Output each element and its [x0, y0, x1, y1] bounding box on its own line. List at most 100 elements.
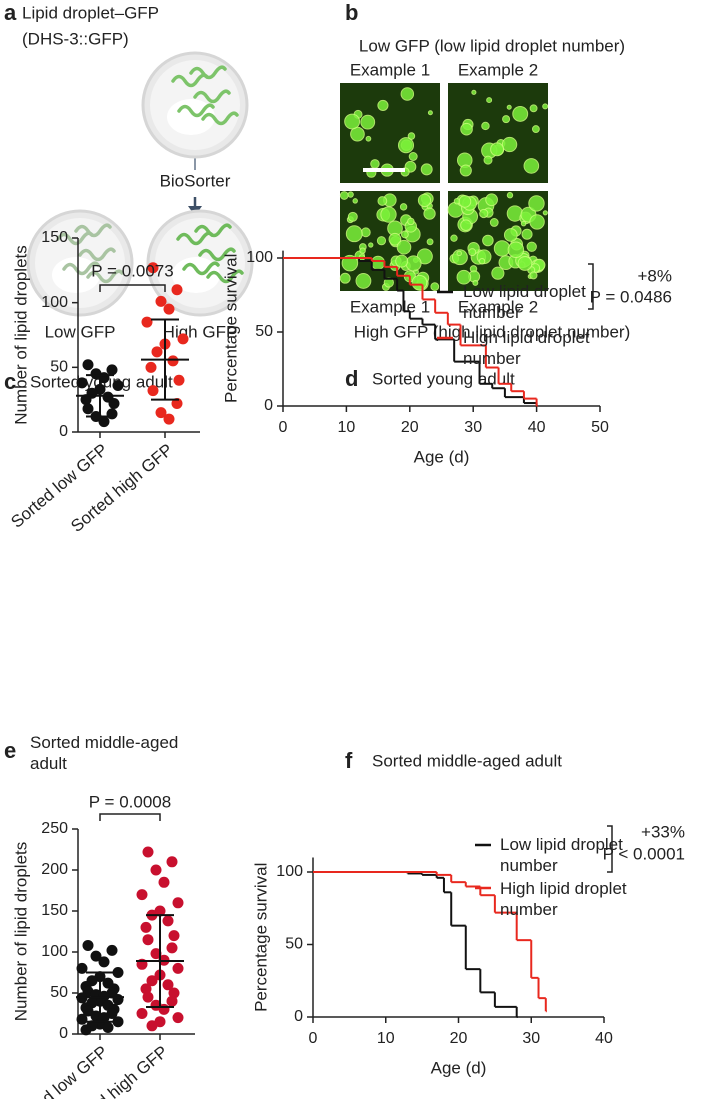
- worm: [62, 261, 100, 276]
- x-tick-label: 0: [309, 1030, 318, 1047]
- data-point: [168, 987, 180, 999]
- y-tick-label: 150: [41, 229, 68, 246]
- droplet: [460, 122, 473, 136]
- worm: [56, 231, 94, 246]
- droplet: [380, 206, 397, 223]
- data-point: [112, 967, 124, 978]
- worm: [78, 247, 116, 262]
- worm: [206, 269, 244, 284]
- data-point: [166, 995, 178, 1007]
- droplet: [400, 87, 415, 101]
- effect-size: +8%: [638, 266, 673, 285]
- droplet: [472, 279, 479, 286]
- y-tick-label: 50: [50, 984, 68, 1001]
- droplet: [531, 125, 540, 133]
- data-point: [147, 262, 159, 274]
- droplet: [458, 195, 472, 208]
- y-tick-label: 100: [246, 249, 273, 266]
- y-axis-label: Number of lipid droplets: [11, 842, 30, 1022]
- significance-bracket: [607, 825, 613, 873]
- droplet: [347, 191, 354, 198]
- outcome-label: Low GFP: [45, 322, 116, 341]
- panel-label: f: [345, 748, 353, 773]
- data-point: [106, 364, 118, 376]
- worm: [176, 231, 214, 246]
- droplet: [490, 142, 505, 157]
- data-point: [141, 316, 153, 328]
- data-point: [147, 385, 159, 397]
- x-tick-label: 30: [522, 1030, 540, 1047]
- y-axis-label: Percentage survival: [221, 254, 240, 403]
- data-point: [142, 934, 154, 946]
- droplet: [482, 234, 494, 247]
- droplet: [411, 274, 428, 291]
- droplet: [399, 203, 408, 211]
- data-point: [82, 1005, 94, 1017]
- data-point: [171, 284, 183, 296]
- droplet: [396, 239, 412, 255]
- significance-bracket: [99, 284, 166, 292]
- droplet: [542, 103, 549, 110]
- droplet: [491, 266, 505, 280]
- data-point: [162, 979, 174, 991]
- droplet: [502, 115, 511, 124]
- droplet: [456, 269, 472, 285]
- image-label: Example 2: [458, 297, 538, 316]
- droplet: [493, 240, 511, 257]
- droplet: [339, 272, 351, 284]
- x-axis-label: Age (d): [414, 447, 470, 466]
- effect-size: +33%: [641, 822, 685, 841]
- droplet: [365, 135, 372, 142]
- data-point: [150, 864, 162, 876]
- droplet: [483, 155, 493, 165]
- worm: [182, 261, 220, 276]
- x-tick-label: 20: [401, 419, 419, 436]
- droplet: [405, 255, 422, 272]
- x-tick-label: 40: [528, 419, 546, 436]
- panel-label: a: [4, 0, 17, 25]
- droplet: [451, 249, 468, 266]
- panel-title: (DHS-3::GFP): [22, 29, 129, 48]
- worm: [189, 65, 227, 80]
- droplet: [360, 114, 376, 130]
- droplet: [501, 136, 518, 153]
- data-point: [172, 1012, 184, 1024]
- panel-label: d: [345, 366, 358, 391]
- data-point: [140, 983, 152, 995]
- data-point: [155, 407, 167, 419]
- worm: [193, 89, 231, 104]
- droplet: [417, 193, 432, 208]
- droplet: [359, 247, 366, 254]
- x-tick-label: 40: [595, 1030, 613, 1047]
- droplet: [529, 104, 538, 113]
- droplet: [360, 227, 371, 238]
- droplet: [345, 225, 363, 243]
- droplet: [347, 211, 358, 222]
- droplet: [450, 234, 458, 242]
- droplet: [529, 271, 538, 280]
- panel-title: Lipid droplet–GFP: [22, 3, 159, 22]
- image-label: Example 1: [350, 297, 430, 316]
- droplet: [489, 218, 499, 227]
- droplet: [430, 282, 440, 291]
- droplet: [420, 163, 433, 176]
- worm: [171, 73, 209, 88]
- data-point: [172, 897, 184, 909]
- droplet: [388, 232, 402, 246]
- droplet: [352, 198, 358, 204]
- data-point: [177, 333, 189, 345]
- x-tick-label: 10: [338, 419, 356, 436]
- worm: [198, 247, 236, 262]
- data-point: [108, 398, 120, 410]
- droplet: [460, 219, 472, 232]
- worm: [86, 269, 124, 284]
- data-point: [112, 994, 124, 1006]
- data-point: [163, 413, 175, 425]
- droplet: [376, 236, 387, 246]
- data-point: [136, 1008, 148, 1019]
- panel-label: b: [345, 0, 358, 25]
- droplet: [427, 110, 433, 116]
- x-tick-label: 0: [279, 419, 288, 436]
- y-tick-label: 200: [41, 861, 68, 878]
